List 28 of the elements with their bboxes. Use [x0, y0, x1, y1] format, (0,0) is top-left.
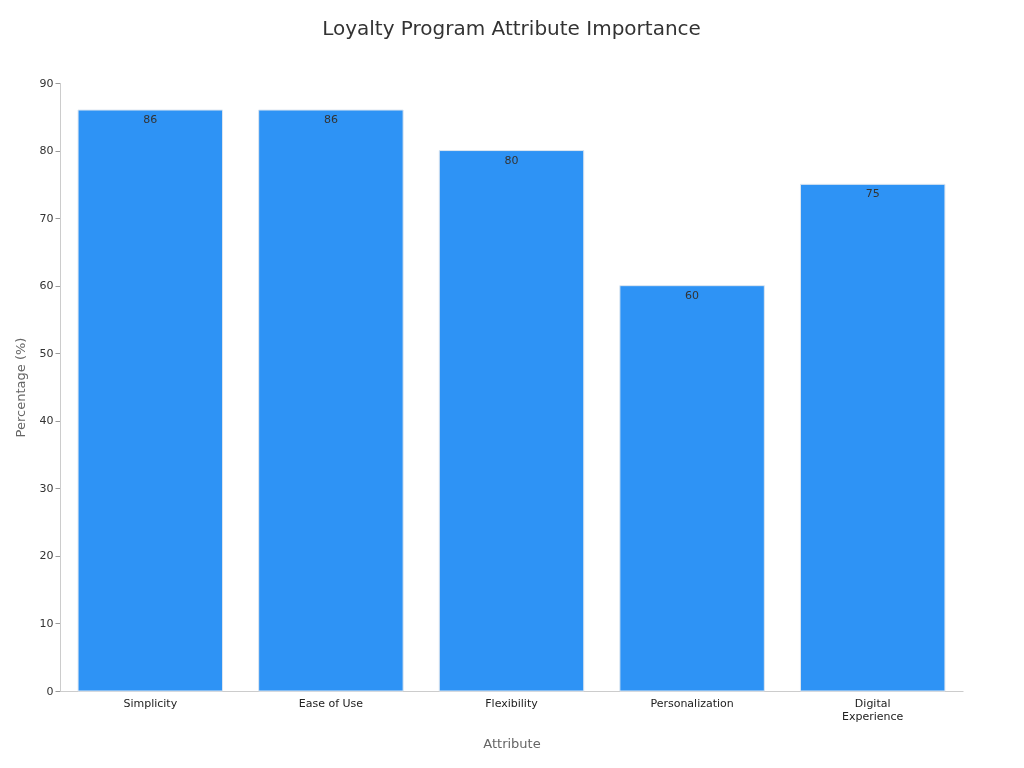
- data-label: 60: [685, 288, 700, 302]
- data-label: 86: [323, 113, 338, 127]
- data-label: 75: [865, 187, 880, 201]
- y-tick-label: 40: [39, 414, 54, 428]
- bar: [619, 285, 765, 692]
- x-axis-title: Attribute: [483, 735, 541, 751]
- x-tick-label: Personalization: [650, 696, 734, 710]
- y-tick-label: 50: [39, 346, 54, 360]
- bar: [258, 109, 404, 692]
- bar: [438, 150, 585, 692]
- y-tick-label: 70: [39, 211, 54, 225]
- data-label: 80: [504, 153, 519, 167]
- bar: [799, 183, 946, 692]
- y-tick-label: 20: [39, 549, 54, 563]
- y-tick-label: 0: [46, 684, 54, 698]
- y-axis-title: Percentage (%): [12, 337, 28, 438]
- y-tick-label: 90: [39, 76, 54, 90]
- y-tick-label: 30: [39, 481, 54, 495]
- x-tick-label: Flexibility: [485, 696, 539, 710]
- y-tick-label: 10: [39, 616, 54, 630]
- bar: [77, 109, 224, 692]
- y-tick-label: 60: [39, 279, 54, 293]
- x-tick-label: Digital Experience: [842, 696, 904, 723]
- y-tick-label: 80: [39, 144, 54, 158]
- x-tick-label: Ease of Use: [298, 696, 364, 710]
- x-tick-label: Simplicity: [123, 696, 178, 710]
- chart-title: Loyalty Program Attribute Importance: [322, 16, 701, 40]
- data-label: 86: [143, 113, 158, 127]
